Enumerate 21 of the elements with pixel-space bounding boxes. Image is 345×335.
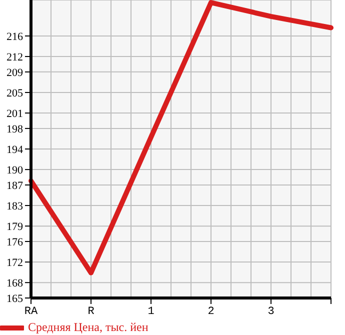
y-tick-label: 172 bbox=[6, 256, 23, 269]
y-tick-label: 176 bbox=[6, 236, 24, 248]
x-tick-label: R bbox=[88, 306, 95, 318]
y-tick-label: 168 bbox=[6, 277, 24, 290]
y-tick-label: 183 bbox=[6, 200, 24, 212]
legend-label: Средняя Цена, тыс. йен bbox=[28, 320, 148, 335]
y-tick-label: 209 bbox=[6, 66, 24, 79]
y-tick-label: 198 bbox=[6, 123, 24, 136]
x-tick-label: 1 bbox=[148, 306, 155, 318]
x-tick-label: 2 bbox=[208, 306, 214, 318]
y-tick-label: 201 bbox=[6, 108, 23, 120]
y-tick-label: 179 bbox=[6, 220, 24, 233]
y-tick-label: 216 bbox=[6, 30, 24, 43]
y-tick-label: 187 bbox=[6, 180, 24, 192]
y-tick-label: 165 bbox=[6, 292, 24, 305]
y-tick-label: 194 bbox=[6, 144, 24, 156]
y-tick-label: 205 bbox=[6, 87, 24, 100]
x-tick-label: RA bbox=[24, 306, 38, 318]
y-tick-label: 212 bbox=[6, 51, 23, 64]
y-tick-label: 190 bbox=[6, 164, 24, 176]
x-tick-label: 3 bbox=[268, 306, 274, 318]
